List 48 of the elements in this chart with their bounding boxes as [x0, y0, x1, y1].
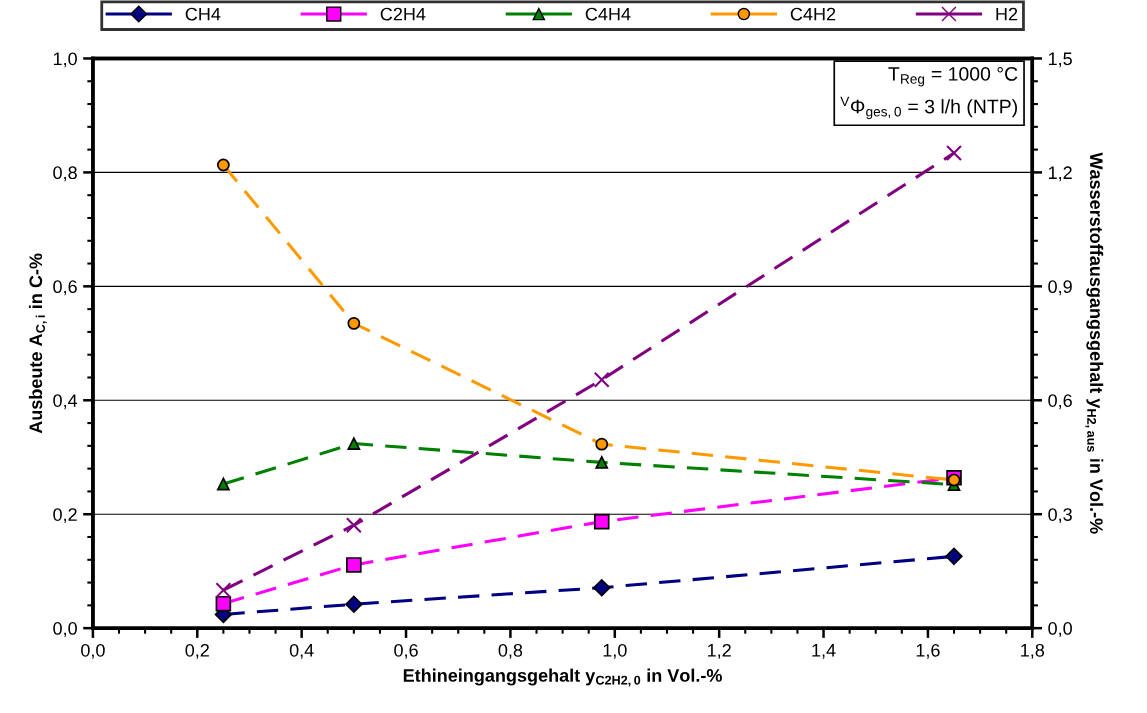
legend-label: C4H2	[790, 7, 836, 21]
point	[593, 513, 610, 530]
point	[593, 371, 610, 388]
y2-tick-label: 0,9	[1048, 280, 1072, 296]
x-tick-label: 0,8	[498, 643, 523, 659]
x-tick-label: 0,2	[185, 643, 209, 659]
point	[347, 316, 361, 330]
point	[216, 477, 230, 491]
text: T$_{Reg}$ = 1000 °C $^{V}$Φ$_{ges,0}$ = 3 l/h (NTP)	[840, 67, 1018, 120]
point	[595, 455, 609, 469]
legend-label: CH4	[185, 7, 221, 21]
y2-tick-label: 1,2	[1048, 166, 1072, 182]
point	[946, 145, 962, 162]
y-tick-label: 0,8	[53, 166, 77, 182]
point	[347, 437, 361, 450]
y2-tick-label: 1,5	[1048, 52, 1072, 68]
x-tick-label: 1,6	[916, 643, 940, 659]
point	[345, 517, 362, 534]
x-axis-title: Ethineingangsgehalt y$_{C2H2,0}$ in Vol.-%	[403, 668, 722, 687]
point	[593, 579, 611, 597]
x-tick-label: 1,4	[812, 644, 836, 659]
point	[215, 595, 232, 612]
x-tick-label: 1,0	[603, 643, 627, 659]
x-tick-label: 0,6	[394, 643, 418, 659]
legend-label: C4H4	[585, 7, 631, 21]
point	[346, 557, 362, 573]
x-tick-label: 1,8	[1021, 643, 1045, 659]
legend-label: C2H4	[380, 7, 426, 21]
y-tick-label: 1,0	[53, 52, 77, 68]
point	[947, 473, 961, 487]
y-axis-title: Ausbeute A$_{C,i}$ in C-%	[28, 253, 47, 434]
y-tick-label: 0,2	[53, 508, 77, 524]
y-tick-label: 0,0	[53, 622, 77, 638]
point	[216, 158, 230, 172]
point	[345, 595, 363, 613]
y-tick-label: 0,6	[53, 280, 77, 296]
point	[595, 437, 609, 451]
point	[945, 547, 963, 566]
y-tick-label: 0,4	[53, 394, 78, 410]
y2-axis-title: Wasserstoffausgangsgehalt y$_{H2,aus}$ in Vol.-%	[1085, 152, 1104, 534]
y2-tick-label: 0,6	[1048, 394, 1072, 410]
y2-tick-label: 0,3	[1048, 508, 1072, 524]
x-tick-label: 0,4	[289, 643, 314, 659]
x-tick-label: 1,2	[708, 643, 731, 659]
point	[215, 582, 232, 599]
y2-tick-label: 0,0	[1048, 622, 1072, 638]
x-tick-label: 0,0	[81, 643, 105, 659]
legend-label: H2	[996, 7, 1018, 21]
